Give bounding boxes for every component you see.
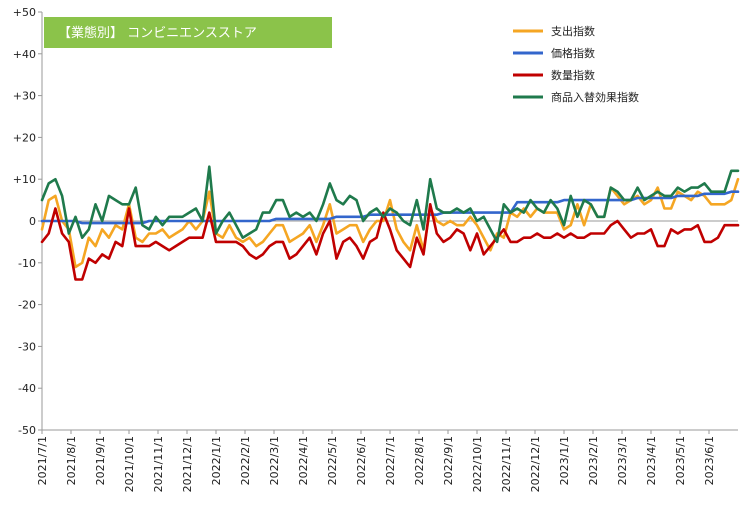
legend-label: 価格指数: [551, 46, 595, 60]
x-tick-label: 2022/2/1: [239, 436, 252, 485]
chart-title-box: 【業態別】 コンビニエンスストア: [44, 17, 332, 48]
x-tick-label: 2021/12/1: [181, 436, 194, 492]
x-tick-label: 2023/2/1: [587, 436, 600, 485]
series-line: [40, 165, 740, 244]
title-background: [44, 17, 332, 48]
legend-label: 支出指数: [551, 24, 595, 38]
x-tick-label: 2021/8/1: [65, 436, 78, 485]
x-tick-label: 2022/5/1: [326, 436, 339, 485]
y-tick-label: +50: [13, 6, 36, 19]
x-tick-label: 2022/8/1: [413, 436, 426, 485]
y-tick-label: -40: [18, 382, 36, 395]
x-tick-label: 2021/10/1: [123, 436, 136, 492]
y-tick-label: -10: [18, 257, 36, 270]
x-tick-label: 2022/3/1: [268, 436, 281, 485]
y-tick-label: +20: [13, 131, 36, 144]
y-tick-label: +30: [13, 90, 36, 103]
y-tick-label: 0: [29, 215, 36, 228]
legend-label: 商品入替効果指数: [551, 90, 639, 104]
chart-title: 【業態別】 コンビニエンスストア: [58, 25, 257, 41]
x-tick-label: 2022/6/1: [355, 436, 368, 485]
x-tick-label: 2021/11/1: [152, 436, 165, 492]
x-tick-label: 2023/1/1: [558, 436, 571, 485]
x-tick-label: 2021/9/1: [94, 436, 107, 485]
x-tick-label: 2023/3/1: [616, 436, 629, 485]
legend-label: 数量指数: [551, 68, 595, 82]
x-tick-label: 2022/1/1: [210, 436, 223, 485]
x-tick-label: 2023/5/1: [674, 436, 687, 485]
x-tick-label: 2021/7/1: [36, 436, 49, 485]
y-tick-label: +40: [13, 48, 36, 61]
x-tick-label: 2023/4/1: [645, 436, 658, 485]
y-tick-label: -20: [18, 299, 36, 312]
x-tick-label: 2022/9/1: [442, 436, 455, 485]
x-tick-label: 2022/10/1: [471, 436, 484, 492]
y-tick-label: -30: [18, 340, 36, 353]
x-tick-label: 2023/6/1: [703, 436, 716, 485]
x-tick-label: 2022/12/1: [529, 436, 542, 492]
y-tick-label: +10: [13, 173, 36, 186]
x-tick-label: 2022/4/1: [297, 436, 310, 485]
series-line: [40, 177, 740, 269]
x-tick-label: 2022/11/1: [500, 436, 513, 492]
y-tick-label: -50: [18, 424, 36, 437]
series-lines: [40, 165, 740, 281]
series-line: [40, 203, 740, 281]
x-tick-label: 2022/7/1: [384, 436, 397, 485]
